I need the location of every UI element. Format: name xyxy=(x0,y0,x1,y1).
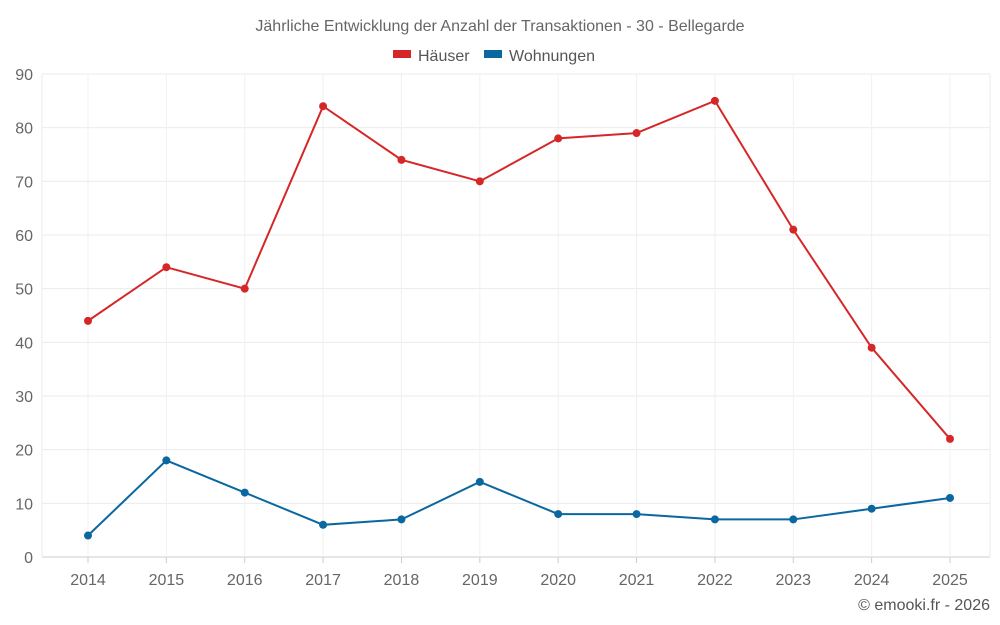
y-tick-label: 60 xyxy=(15,228,33,245)
data-point xyxy=(162,263,171,272)
x-tick-label: 2022 xyxy=(697,572,733,589)
x-tick-label: 2016 xyxy=(227,572,263,589)
x-tick-label: 2015 xyxy=(149,572,185,589)
series-line xyxy=(87,99,951,440)
legend-label: Wohnungen xyxy=(509,48,595,65)
data-point xyxy=(710,515,719,524)
x-tick-label: 2024 xyxy=(854,572,890,589)
data-point xyxy=(84,531,92,540)
y-tick-label: 70 xyxy=(15,174,33,191)
y-tick-label: 50 xyxy=(15,282,33,299)
y-axis: 0 10 20 30 40 50 60 70 80 90 xyxy=(15,67,33,567)
y-tick-label: 0 xyxy=(24,550,33,567)
legend-label: Häuser xyxy=(418,48,470,65)
data-point xyxy=(632,510,641,519)
series-group xyxy=(84,96,954,540)
data-point xyxy=(240,284,249,293)
y-tick-label: 80 xyxy=(15,121,33,138)
x-tick-label: 2023 xyxy=(775,572,811,589)
data-point xyxy=(710,96,719,105)
legend-item: Häuser xyxy=(393,48,470,65)
data-point xyxy=(475,477,484,486)
data-point xyxy=(397,155,406,164)
data-point xyxy=(789,225,798,234)
y-tick-label: 30 xyxy=(15,389,33,406)
y-tick-label: 10 xyxy=(15,496,33,513)
data-point xyxy=(475,177,484,186)
data-point xyxy=(946,434,954,443)
data-point xyxy=(632,129,641,138)
legend-swatch xyxy=(393,50,411,58)
data-point xyxy=(946,493,954,502)
data-point xyxy=(867,504,876,513)
series-häuser xyxy=(84,96,954,443)
x-tick-label: 2018 xyxy=(384,572,420,589)
credit-text: © emooki.fr - 2026 xyxy=(858,597,990,614)
data-point xyxy=(162,456,171,465)
data-point xyxy=(397,515,406,524)
data-point xyxy=(240,488,249,497)
legend-swatch xyxy=(484,50,502,58)
x-tick-label: 2019 xyxy=(462,572,498,589)
grid xyxy=(41,73,991,558)
x-tick-label: 2017 xyxy=(305,572,341,589)
series-line xyxy=(87,459,951,537)
y-tick-label: 20 xyxy=(15,443,33,460)
data-point xyxy=(554,510,563,519)
legend-item: Wohnungen xyxy=(484,48,595,65)
x-tick-label: 2025 xyxy=(932,572,968,589)
data-point xyxy=(554,134,563,143)
y-tick-label: 90 xyxy=(15,67,33,84)
data-point xyxy=(867,343,876,352)
x-tick-label: 2020 xyxy=(540,572,576,589)
series-wohnungen xyxy=(84,456,954,540)
data-point xyxy=(84,316,92,325)
data-point xyxy=(319,102,328,111)
x-tick-label: 2021 xyxy=(619,572,655,589)
x-tick-label: 2014 xyxy=(70,572,106,589)
y-tick-label: 40 xyxy=(15,335,33,352)
x-axis: 2014 2015 2016 2017 2018 2019 2020 2021 2022 2023… xyxy=(70,557,968,589)
data-point xyxy=(319,520,328,529)
legend: Häuser Wohnungen xyxy=(393,48,595,65)
chart-title: Jährliche Entwicklung der Anzahl der Tra… xyxy=(255,18,744,35)
data-point xyxy=(789,515,798,524)
